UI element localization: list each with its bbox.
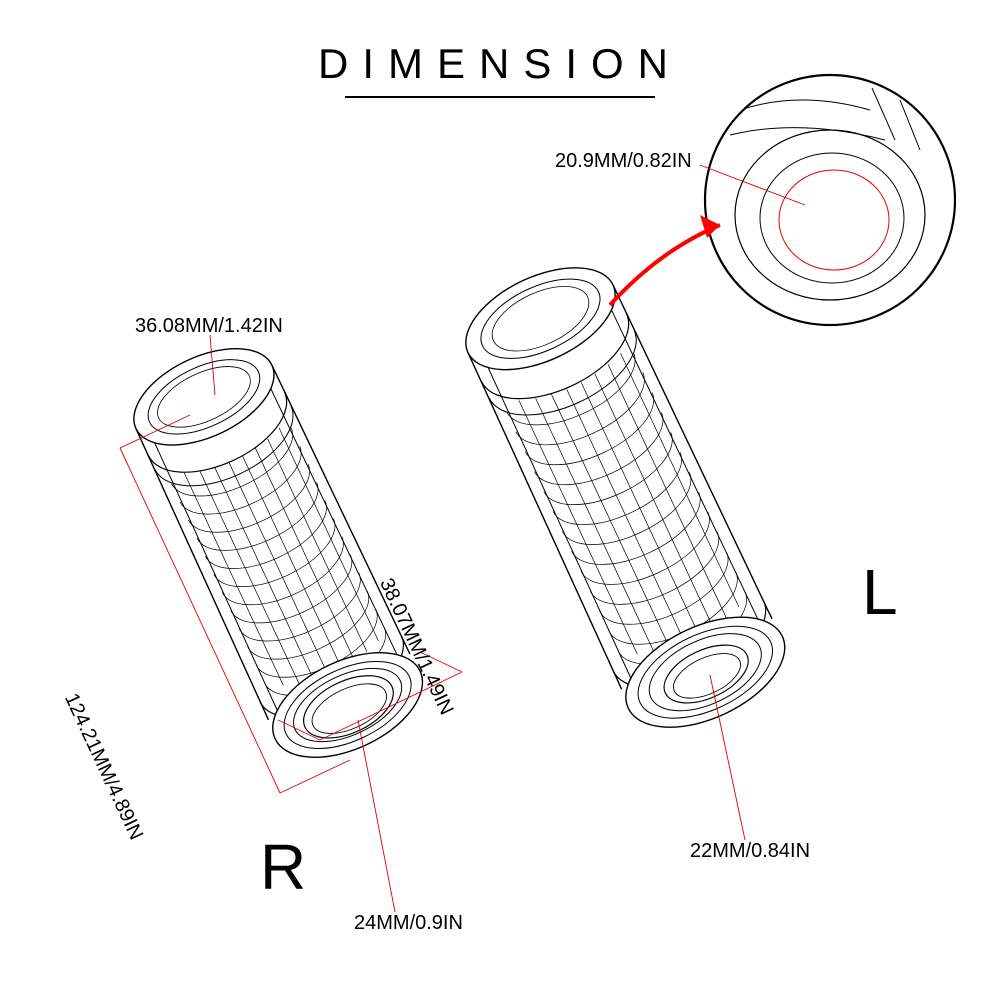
dim-detail-inner: 20.9MM/0.82IN: [555, 150, 692, 173]
dim-l-inner: 22MM/0.84IN: [690, 840, 810, 863]
dim-r-outer-dia: 36.08MM/1.42IN: [135, 315, 283, 338]
detail-arrow-icon: [610, 215, 720, 305]
dim-r-inner: 24MM/0.9IN: [354, 912, 463, 935]
diagram-canvas: DIMENSION: [0, 0, 1000, 1000]
marker-r: R: [260, 830, 306, 904]
marker-l: L: [862, 555, 898, 629]
diagram-svg: [0, 0, 1000, 1000]
grip-left-cylinder: [446, 245, 802, 750]
grip-right-cylinder: [115, 327, 439, 779]
detail-view: [705, 75, 955, 325]
